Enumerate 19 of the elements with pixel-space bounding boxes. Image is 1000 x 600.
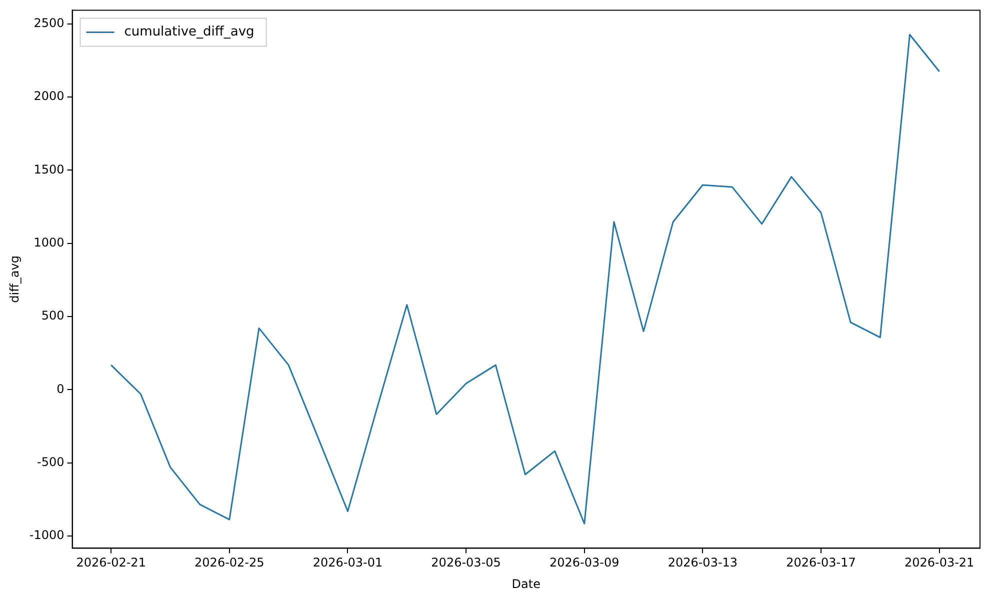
x-tick-label: 2026-03-05 xyxy=(431,556,501,570)
x-tick-label: 2026-03-01 xyxy=(312,556,383,570)
x-tick-label: 2026-02-21 xyxy=(76,556,146,570)
y-tick-label: 1000 xyxy=(34,235,64,250)
x-tick-label: 2026-03-09 xyxy=(549,556,620,570)
y-axis-title: diff_avg xyxy=(7,256,22,303)
x-tick-label: 2026-03-17 xyxy=(786,556,856,570)
y-tick-label: 2500 xyxy=(34,16,64,30)
x-tick-label: 2026-03-13 xyxy=(668,556,738,570)
legend-label: cumulative_diff_avg xyxy=(124,24,254,40)
y-tick-label: 500 xyxy=(41,308,64,323)
y-tick-label: 2000 xyxy=(34,89,64,104)
y-tick-label: -1000 xyxy=(29,528,64,542)
y-tick-label: 1500 xyxy=(34,162,64,176)
x-axis-title: Date xyxy=(512,576,540,591)
x-tick-label: 2026-03-21 xyxy=(904,556,974,570)
y-tick-label: 0 xyxy=(56,382,64,396)
x-tick-label: 2026-02-25 xyxy=(194,556,264,570)
y-tick-label: -500 xyxy=(37,454,64,469)
